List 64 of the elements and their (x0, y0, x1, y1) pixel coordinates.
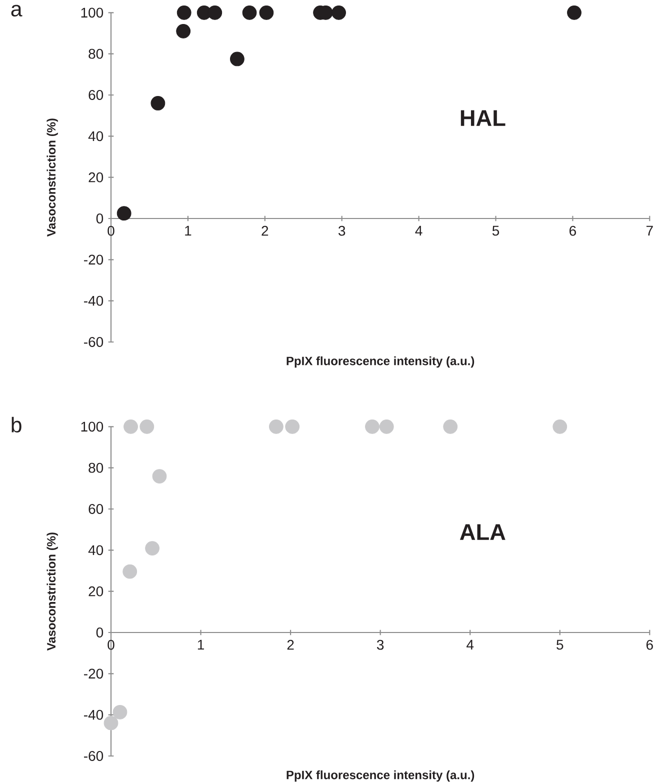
y-tick-label: 0 (96, 628, 104, 638)
y-tick-label: -20 (84, 668, 104, 679)
point (379, 419, 394, 434)
point (124, 419, 138, 434)
x-tick-label: 0 (108, 226, 114, 236)
y-tick-label: -60 (84, 751, 104, 761)
x-tick-label: 6 (646, 640, 653, 650)
point (104, 716, 118, 730)
point (208, 5, 222, 20)
y-tick-label: 40 (88, 545, 104, 556)
x-tick-label: 4 (415, 226, 422, 236)
y-tick-label: 40 (88, 131, 104, 142)
y-tick-label: 60 (88, 90, 104, 100)
y-tick-label: 100 (81, 8, 104, 18)
point (176, 24, 191, 38)
point (150, 96, 166, 110)
y-tick-label: 20 (88, 172, 104, 182)
point (122, 564, 138, 579)
point (112, 704, 128, 720)
x-tick-label: 2 (287, 640, 294, 650)
y-tick-label: -40 (84, 296, 104, 306)
point (176, 5, 192, 20)
point (332, 5, 346, 20)
x-tick-label: 3 (338, 226, 346, 236)
x-tick-label: 1 (185, 226, 192, 236)
x-tick-label: 7 (646, 226, 653, 236)
y-tick-label: 80 (88, 462, 104, 473)
point (443, 419, 458, 434)
y-tick-label: 80 (88, 48, 104, 59)
point (365, 419, 380, 434)
x-tick-label: 0 (108, 640, 114, 650)
point (152, 469, 167, 484)
x-tick-label: 4 (466, 640, 474, 650)
x-tick-label: 6 (570, 226, 576, 236)
x-tick-label: 5 (556, 640, 564, 650)
point (145, 541, 160, 556)
x-tick-label: 5 (492, 226, 500, 236)
y-axis-title: Vasoconstriction (%) (46, 532, 58, 651)
point (116, 206, 132, 221)
annotation: HAL (460, 110, 506, 126)
y-tick-label: 100 (81, 422, 104, 432)
y-tick-label: 0 (96, 214, 104, 224)
point (552, 419, 568, 434)
chart-title: b (12, 416, 22, 432)
y-tick-label: 20 (88, 586, 104, 596)
point (242, 5, 257, 20)
point (140, 419, 154, 434)
point (230, 52, 244, 66)
x-axis-title: PpIX fluorescence intensity (a.u.) (286, 770, 474, 782)
annotation: ALA (460, 524, 506, 540)
point (268, 419, 284, 434)
y-tick-label: -40 (84, 710, 104, 720)
point (567, 5, 582, 20)
y-tick-label: -60 (84, 337, 104, 347)
x-tick-label: 3 (376, 640, 384, 650)
y-axis-title: Vasoconstriction (%) (46, 118, 58, 237)
point (259, 5, 274, 20)
point (285, 419, 300, 434)
chart-title: a (11, 4, 22, 17)
y-tick-label: 60 (88, 504, 104, 514)
x-tick-label: 2 (262, 226, 268, 236)
x-axis-title: PpIX fluorescence intensity (a.u.) (286, 356, 474, 368)
y-tick-label: -20 (84, 254, 104, 265)
x-tick-label: 1 (198, 640, 204, 650)
